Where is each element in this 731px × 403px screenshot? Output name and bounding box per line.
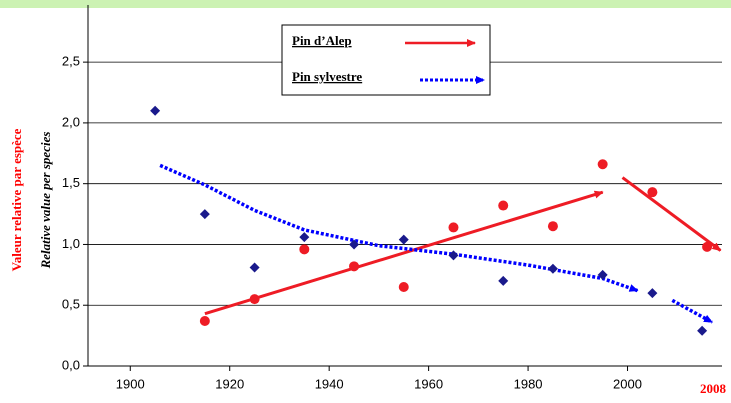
plot-area xyxy=(87,5,722,367)
trend-line xyxy=(621,176,722,252)
y-axis-title-en: Relative value per species xyxy=(38,132,53,270)
point xyxy=(448,250,459,261)
y-tick-label: 1,0 xyxy=(62,236,80,251)
point xyxy=(697,325,708,336)
legend-label: Pin d’Alep xyxy=(292,33,352,48)
point xyxy=(398,281,409,292)
point xyxy=(150,105,161,116)
point xyxy=(398,234,409,245)
x-tick-label: 1940 xyxy=(315,376,344,391)
trend-line xyxy=(204,190,604,316)
point xyxy=(647,288,658,299)
y-tick-label: 2,5 xyxy=(62,54,80,69)
y-tick-label: 0,5 xyxy=(62,297,80,312)
point xyxy=(249,294,260,305)
point xyxy=(299,244,310,255)
point xyxy=(597,159,608,170)
legend-label: Pin sylvestre xyxy=(292,69,362,84)
y-tick-label: 1,5 xyxy=(62,175,80,190)
point xyxy=(448,222,459,233)
point xyxy=(199,209,210,220)
x-tick-label: 2000 xyxy=(613,376,642,391)
legend: Pin d’Alep Pin sylvestre xyxy=(281,24,491,96)
point xyxy=(199,316,210,327)
point xyxy=(349,239,360,250)
point xyxy=(498,200,509,211)
y-tick-label: 2,0 xyxy=(62,114,80,129)
point xyxy=(349,261,360,272)
x-tick-label: 1900 xyxy=(116,376,145,391)
legend-box xyxy=(281,24,491,96)
point xyxy=(249,262,260,273)
x-tick-label: 1920 xyxy=(215,376,244,391)
y-tick-label: 0,0 xyxy=(62,357,80,372)
point xyxy=(547,221,558,232)
x-tick-label: 1960 xyxy=(414,376,443,391)
top-band xyxy=(0,0,731,8)
point xyxy=(498,275,509,286)
point xyxy=(702,241,713,252)
point xyxy=(597,269,608,280)
trend-line xyxy=(671,298,713,324)
point xyxy=(647,187,658,198)
trend-line xyxy=(159,163,639,293)
point xyxy=(547,263,558,274)
point xyxy=(299,232,310,243)
y-axis-title: Valeur relative par espèce xyxy=(9,128,24,271)
annotation: 2008 xyxy=(700,381,727,396)
x-tick-label: 1980 xyxy=(514,376,543,391)
